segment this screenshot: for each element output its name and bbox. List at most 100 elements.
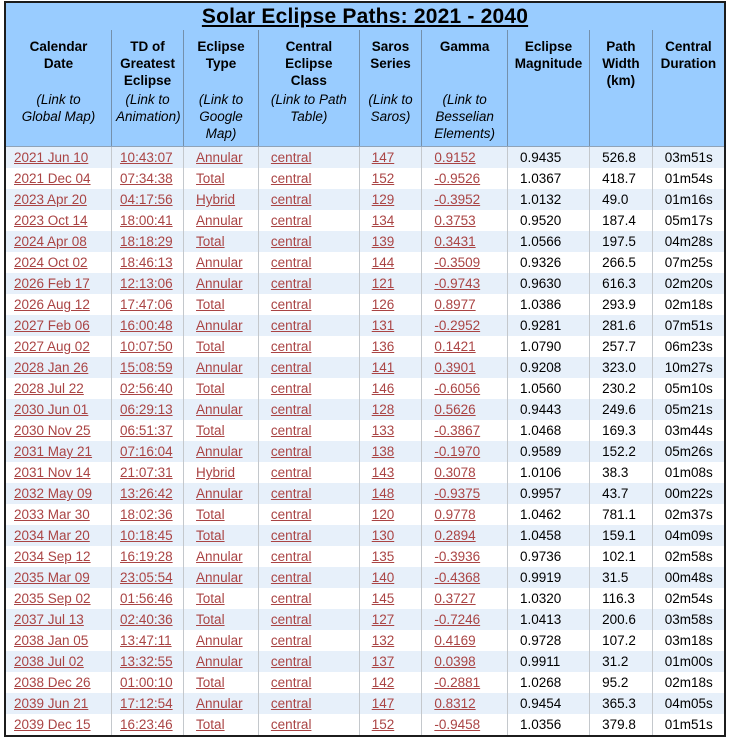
td-greatest-eclipse-link[interactable]: 23:05:54: [120, 570, 173, 585]
td-greatest-eclipse-link[interactable]: 16:00:48: [120, 318, 173, 333]
central-eclipse-class-link[interactable]: central: [270, 570, 312, 585]
saros-series-link[interactable]: 128: [371, 402, 395, 417]
td-greatest-eclipse-link[interactable]: 13:47:11: [120, 633, 172, 648]
saros-series-link[interactable]: 147: [371, 696, 395, 711]
saros-series-link[interactable]: 144: [371, 255, 395, 270]
td-greatest-eclipse-link[interactable]: 04:17:56: [120, 192, 173, 207]
eclipse-type-link[interactable]: Annular: [196, 633, 243, 648]
saros-series-link[interactable]: 127: [371, 612, 395, 627]
td-greatest-eclipse-link[interactable]: 10:18:45: [120, 528, 173, 543]
calendar-date-link[interactable]: 2039 Dec 15: [14, 717, 91, 732]
td-greatest-eclipse-link[interactable]: 18:02:36: [120, 507, 173, 522]
td-greatest-eclipse-link[interactable]: 02:56:40: [120, 381, 173, 396]
eclipse-type-link[interactable]: Total: [196, 381, 225, 396]
gamma-link[interactable]: 0.8977: [434, 297, 476, 312]
central-eclipse-class-link[interactable]: central: [270, 192, 312, 207]
saros-series-link[interactable]: 134: [371, 213, 395, 228]
central-eclipse-class-link[interactable]: central: [270, 234, 312, 249]
eclipse-type-link[interactable]: Annular: [196, 255, 243, 270]
calendar-date-link[interactable]: 2026 Aug 12: [14, 297, 90, 312]
td-greatest-eclipse-link[interactable]: 18:18:29: [120, 234, 173, 249]
td-greatest-eclipse-link[interactable]: 06:29:13: [120, 402, 173, 417]
central-eclipse-class-link[interactable]: central: [270, 528, 312, 543]
td-greatest-eclipse-link[interactable]: 06:51:37: [120, 423, 173, 438]
gamma-link[interactable]: -0.3936: [434, 549, 481, 564]
calendar-date-link[interactable]: 2032 May 09: [14, 486, 93, 501]
calendar-date-link[interactable]: 2038 Dec 26: [14, 675, 91, 690]
central-eclipse-class-link[interactable]: central: [270, 717, 312, 732]
td-greatest-eclipse-link[interactable]: 18:46:13: [120, 255, 173, 270]
calendar-date-link[interactable]: 2024 Apr 08: [14, 234, 87, 249]
saros-series-link[interactable]: 142: [371, 675, 395, 690]
saros-series-link[interactable]: 133: [371, 423, 395, 438]
central-eclipse-class-link[interactable]: central: [270, 297, 312, 312]
td-greatest-eclipse-link[interactable]: 16:23:46: [120, 717, 173, 732]
gamma-link[interactable]: 0.4169: [434, 633, 476, 648]
calendar-date-link[interactable]: 2026 Feb 17: [14, 276, 90, 291]
gamma-link[interactable]: -0.2952: [434, 318, 481, 333]
calendar-date-link[interactable]: 2021 Dec 04: [14, 171, 91, 186]
saros-series-link[interactable]: 130: [371, 528, 395, 543]
calendar-date-link[interactable]: 2037 Jul 13: [14, 612, 84, 627]
central-eclipse-class-link[interactable]: central: [270, 318, 312, 333]
saros-series-link[interactable]: 120: [371, 507, 395, 522]
calendar-date-link[interactable]: 2030 Nov 25: [14, 423, 91, 438]
central-eclipse-class-link[interactable]: central: [270, 276, 312, 291]
td-greatest-eclipse-link[interactable]: 21:07:31: [120, 465, 173, 480]
calendar-date-link[interactable]: 2034 Sep 12: [14, 549, 91, 564]
central-eclipse-class-link[interactable]: central: [270, 465, 312, 480]
td-greatest-eclipse-link[interactable]: 17:47:06: [120, 297, 173, 312]
saros-series-link[interactable]: 148: [371, 486, 395, 501]
saros-series-link[interactable]: 121: [371, 276, 395, 291]
gamma-link[interactable]: -0.7246: [434, 612, 481, 627]
central-eclipse-class-link[interactable]: central: [270, 612, 312, 627]
eclipse-type-link[interactable]: Total: [196, 528, 225, 543]
calendar-date-link[interactable]: 2035 Sep 02: [14, 591, 91, 606]
saros-series-link[interactable]: 126: [371, 297, 395, 312]
eclipse-type-link[interactable]: Annular: [196, 654, 243, 669]
calendar-date-link[interactable]: 2039 Jun 21: [14, 696, 89, 711]
saros-series-link[interactable]: 135: [371, 549, 395, 564]
td-greatest-eclipse-link[interactable]: 01:56:46: [120, 591, 173, 606]
eclipse-type-link[interactable]: Annular: [196, 213, 243, 228]
eclipse-type-link[interactable]: Annular: [196, 318, 243, 333]
eclipse-type-link[interactable]: Total: [196, 591, 225, 606]
calendar-date-link[interactable]: 2034 Mar 20: [14, 528, 90, 543]
td-greatest-eclipse-link[interactable]: 12:13:06: [120, 276, 173, 291]
eclipse-type-link[interactable]: Annular: [196, 150, 243, 165]
central-eclipse-class-link[interactable]: central: [270, 402, 312, 417]
eclipse-type-link[interactable]: Total: [196, 171, 225, 186]
gamma-link[interactable]: -0.9743: [434, 276, 481, 291]
gamma-link[interactable]: 0.2894: [434, 528, 476, 543]
calendar-date-link[interactable]: 2038 Jan 05: [14, 633, 89, 648]
eclipse-type-link[interactable]: Annular: [196, 696, 243, 711]
central-eclipse-class-link[interactable]: central: [270, 360, 312, 375]
calendar-date-link[interactable]: 2031 May 21: [14, 444, 93, 459]
gamma-link[interactable]: -0.1970: [434, 444, 481, 459]
td-greatest-eclipse-link[interactable]: 07:16:04: [120, 444, 173, 459]
td-greatest-eclipse-link[interactable]: 17:12:54: [120, 696, 173, 711]
calendar-date-link[interactable]: 2033 Mar 30: [14, 507, 90, 522]
eclipse-type-link[interactable]: Total: [196, 675, 225, 690]
central-eclipse-class-link[interactable]: central: [270, 591, 312, 606]
central-eclipse-class-link[interactable]: central: [270, 213, 312, 228]
td-greatest-eclipse-link[interactable]: 13:26:42: [120, 486, 173, 501]
central-eclipse-class-link[interactable]: central: [270, 654, 312, 669]
gamma-link[interactable]: -0.2881: [434, 675, 481, 690]
calendar-date-link[interactable]: 2023 Oct 14: [14, 213, 88, 228]
gamma-link[interactable]: 0.3078: [434, 465, 476, 480]
eclipse-type-link[interactable]: Hybrid: [196, 192, 236, 207]
central-eclipse-class-link[interactable]: central: [270, 696, 312, 711]
eclipse-type-link[interactable]: Annular: [196, 276, 243, 291]
saros-series-link[interactable]: 152: [371, 171, 395, 186]
eclipse-type-link[interactable]: Annular: [196, 402, 243, 417]
saros-series-link[interactable]: 131: [371, 318, 395, 333]
td-greatest-eclipse-link[interactable]: 02:40:36: [120, 612, 173, 627]
calendar-date-link[interactable]: 2021 Jun 10: [14, 150, 89, 165]
calendar-date-link[interactable]: 2024 Oct 02: [14, 255, 88, 270]
gamma-link[interactable]: -0.9375: [434, 486, 481, 501]
saros-series-link[interactable]: 136: [371, 339, 395, 354]
central-eclipse-class-link[interactable]: central: [270, 444, 312, 459]
calendar-date-link[interactable]: 2038 Jul 02: [14, 654, 84, 669]
td-greatest-eclipse-link[interactable]: 07:34:38: [120, 171, 173, 186]
